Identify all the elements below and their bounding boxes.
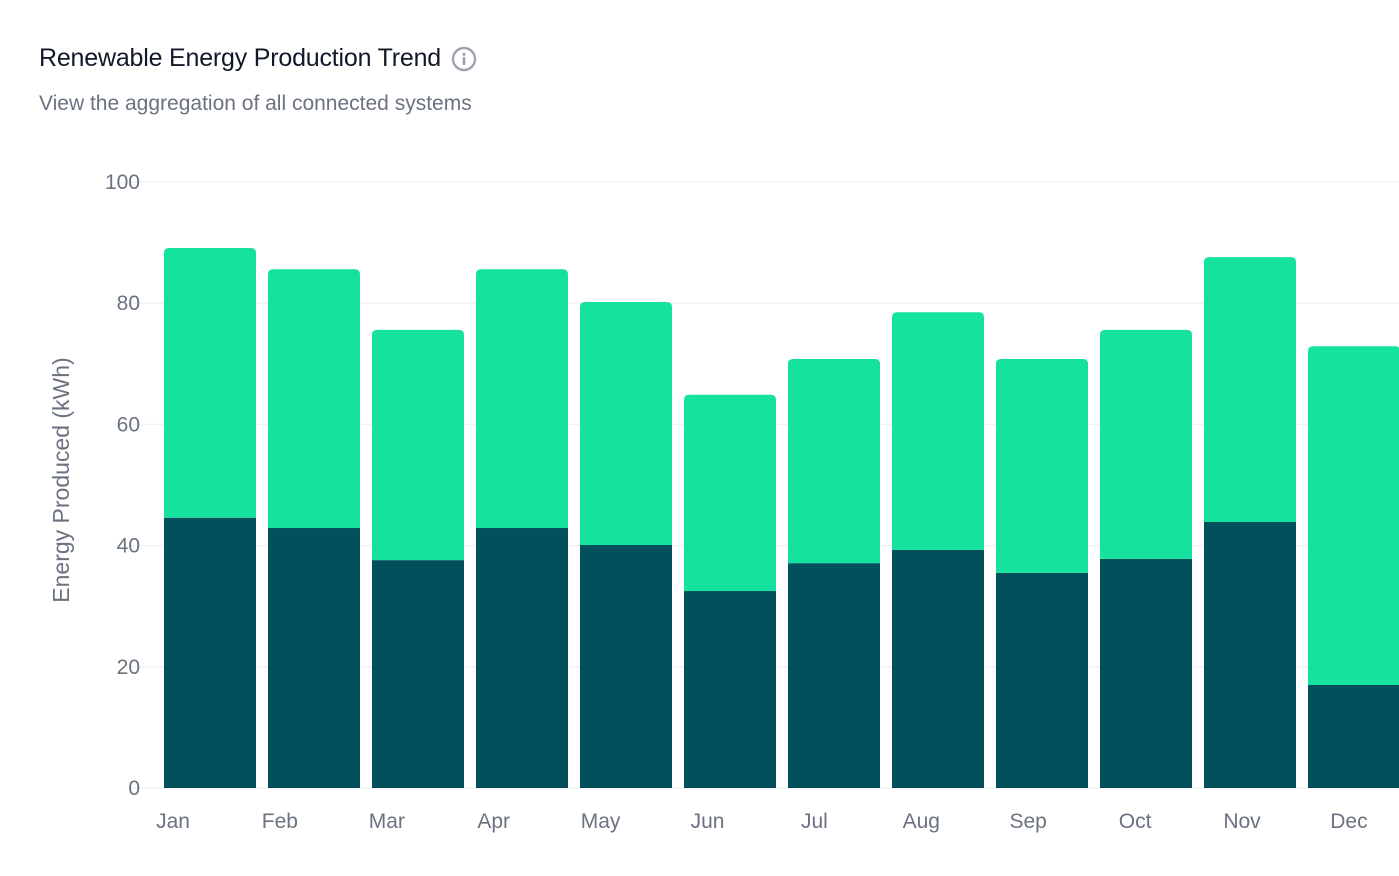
- x-tick-label: Jan: [156, 810, 190, 833]
- bar-segment-jan-series-2[interactable]: [164, 248, 256, 518]
- x-tick-label: Nov: [1223, 810, 1261, 833]
- x-tick-label: Jul: [801, 810, 828, 833]
- bar-segment-jan-series-1[interactable]: [164, 517, 256, 788]
- y-tick-label: 100: [105, 171, 140, 194]
- x-tick-label: Sep: [1010, 810, 1047, 833]
- bar-segment-oct-series-1[interactable]: [1100, 558, 1192, 788]
- bar-segment-may-series-1[interactable]: [580, 544, 672, 788]
- x-tick-label: Oct: [1119, 810, 1152, 833]
- bar-segment-dec-series-2[interactable]: [1308, 346, 1399, 685]
- x-tick-label: Feb: [262, 810, 298, 833]
- bar-segment-mar-series-1[interactable]: [372, 560, 464, 788]
- bar-segment-apr-series-2[interactable]: [476, 269, 568, 529]
- y-tick-label: 60: [117, 413, 140, 436]
- bar-segment-sep-series-1[interactable]: [996, 572, 1088, 788]
- bar-segment-dec-series-1[interactable]: [1308, 684, 1399, 788]
- bar-segment-sep-series-2[interactable]: [996, 358, 1088, 573]
- y-tick-label: 0: [128, 777, 140, 800]
- bar-segment-feb-series-2[interactable]: [268, 269, 360, 529]
- bar-segment-jun-series-1[interactable]: [684, 591, 776, 788]
- chart-subtitle: View the aggregation of all connected sy…: [39, 92, 472, 115]
- bar-segment-mar-series-2[interactable]: [372, 329, 464, 561]
- bar-segment-nov-series-1[interactable]: [1204, 521, 1296, 788]
- chart-title: Renewable Energy Production Trend: [39, 44, 477, 73]
- y-tick-label: 40: [117, 535, 140, 558]
- x-tick-label: Aug: [903, 810, 940, 833]
- bar-segment-nov-series-2[interactable]: [1204, 257, 1296, 522]
- bar-segment-jun-series-2[interactable]: [684, 394, 776, 592]
- bar-segment-jul-series-2[interactable]: [788, 358, 880, 564]
- bar-segment-aug-series-2[interactable]: [892, 312, 984, 550]
- bar-segment-feb-series-1[interactable]: [268, 528, 360, 788]
- x-tick-label: Apr: [477, 810, 510, 833]
- bar-segment-oct-series-2[interactable]: [1100, 329, 1192, 559]
- y-axis-label: Energy Produced (kWh): [48, 357, 74, 602]
- bar-segment-apr-series-1[interactable]: [476, 528, 568, 788]
- bar-segment-may-series-2[interactable]: [580, 301, 672, 545]
- chart-title-text: Renewable Energy Production Trend: [39, 44, 441, 72]
- y-tick-label: 20: [117, 656, 140, 679]
- bar-segment-aug-series-1[interactable]: [892, 549, 984, 788]
- y-tick-label: 80: [117, 292, 140, 315]
- x-tick-label: Mar: [369, 810, 405, 833]
- x-tick-label: Dec: [1330, 810, 1367, 833]
- x-tick-label: May: [581, 810, 621, 833]
- info-circle-icon[interactable]: [451, 46, 477, 72]
- bar-segment-jul-series-1[interactable]: [788, 563, 880, 788]
- x-tick-label: Jun: [691, 810, 725, 833]
